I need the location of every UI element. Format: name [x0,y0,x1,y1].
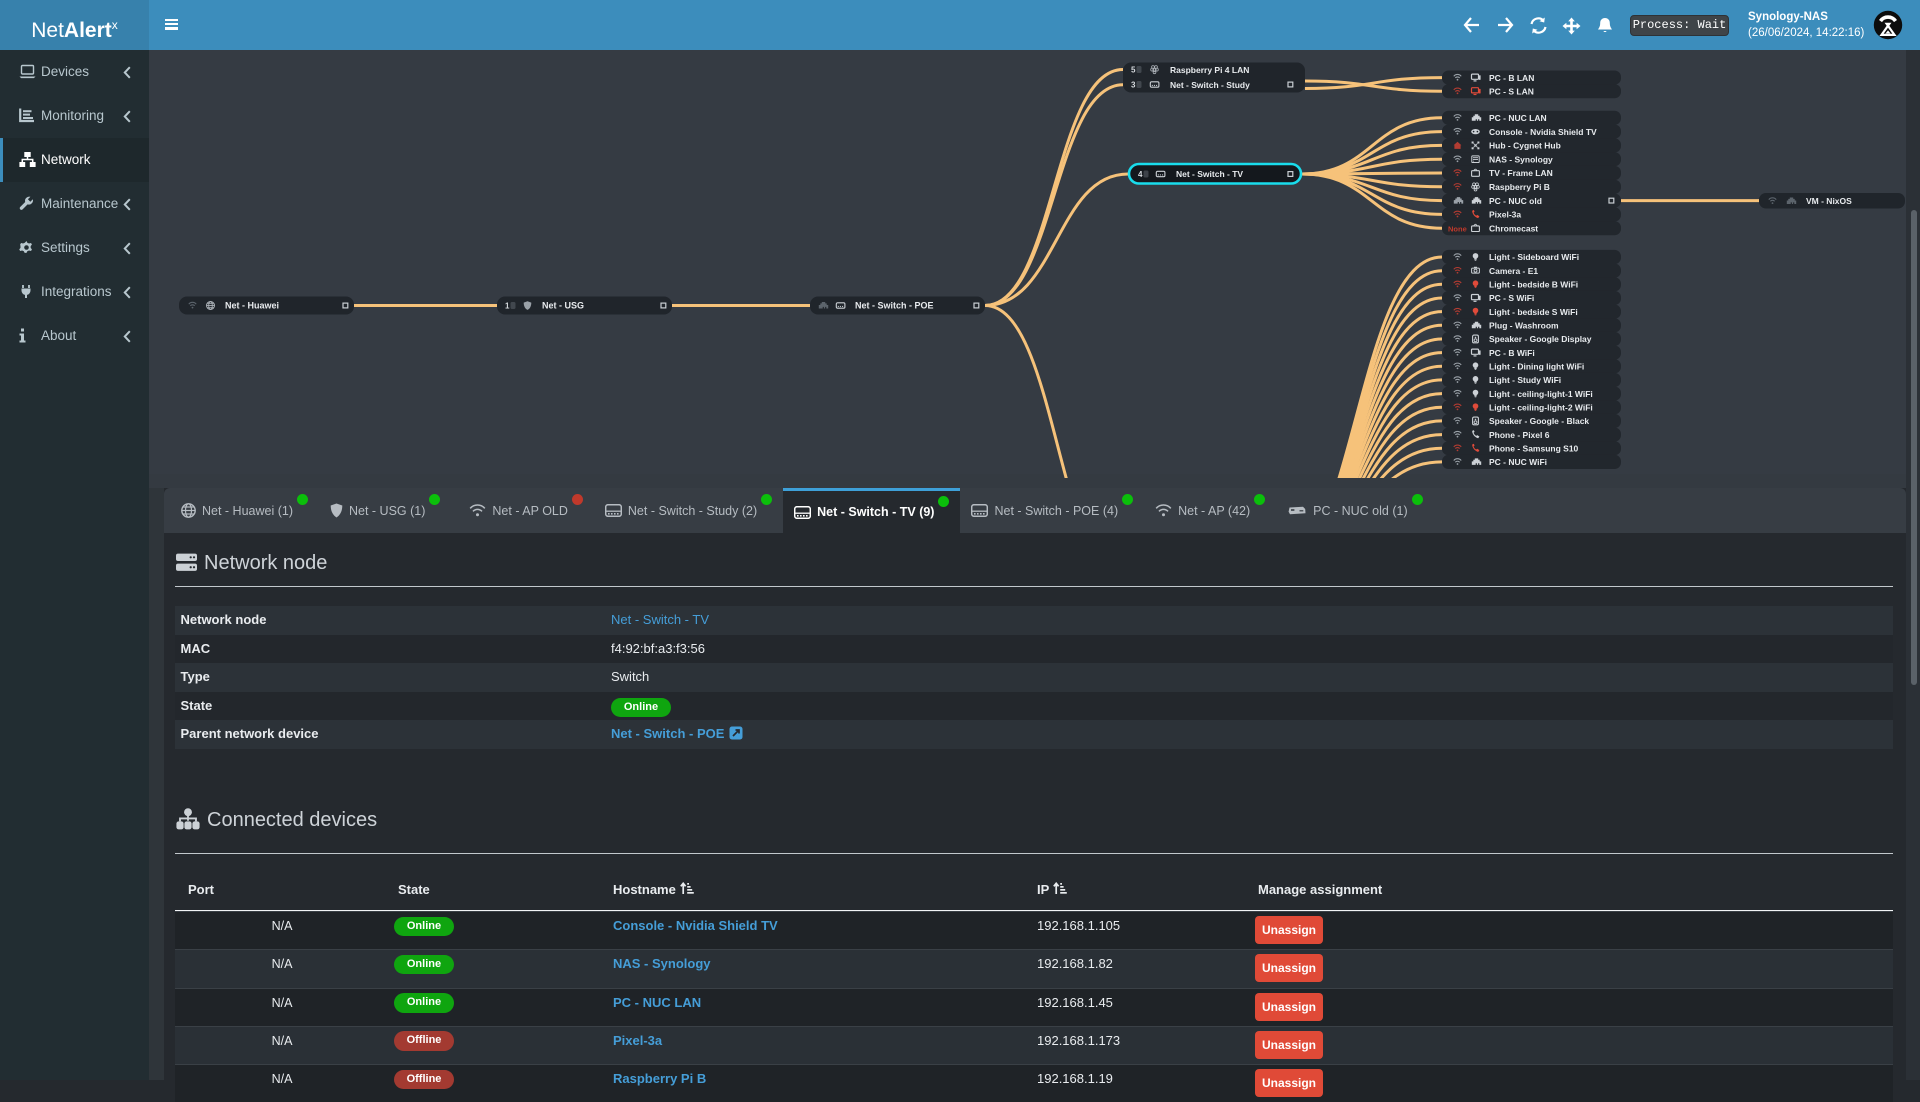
svg-text:Light - ceiling-light-1 WiFi: Light - ceiling-light-1 WiFi [1489,389,1593,399]
svg-text:Net - Huawei: Net - Huawei [225,301,279,311]
svg-text:Raspberry Pi 4 LAN: Raspberry Pi 4 LAN [1170,65,1249,75]
svg-text:Speaker - Google Display: Speaker - Google Display [1489,334,1592,344]
svg-text:Net - USG: Net - USG [542,301,584,311]
svg-text:Camera - E1: Camera - E1 [1489,266,1538,276]
svg-text:Light - Dining light WiFi: Light - Dining light WiFi [1489,361,1584,371]
svg-text:Raspberry Pi B: Raspberry Pi B [1489,182,1550,192]
svg-text:5: 5 [1131,66,1136,75]
svg-text:Phone - Pixel 6: Phone - Pixel 6 [1489,430,1550,440]
svg-text:PC - NUC WiFi: PC - NUC WiFi [1489,457,1547,467]
svg-text:Light - Study WiFi: Light - Study WiFi [1489,375,1561,385]
svg-text:Net - Switch - POE: Net - Switch - POE [855,301,934,311]
svg-text:4: 4 [1138,170,1143,179]
svg-text:PC - B LAN: PC - B LAN [1489,73,1534,83]
svg-text:3: 3 [1131,81,1136,90]
svg-text:None: None [1448,224,1467,233]
svg-text:Light - bedside S WiFi: Light - bedside S WiFi [1489,307,1578,317]
svg-text:Light - bedside B WiFi: Light - bedside B WiFi [1489,280,1578,290]
svg-text:PC - NUC LAN: PC - NUC LAN [1489,113,1547,123]
svg-text:PC - S LAN: PC - S LAN [1489,86,1534,96]
svg-text:VM - NixOS: VM - NixOS [1806,196,1852,206]
svg-text:Net - Switch - Study: Net - Switch - Study [1170,80,1250,90]
svg-text:Light - ceiling-light-2 WiFi: Light - ceiling-light-2 WiFi [1489,402,1593,412]
svg-text:Phone - Samsung S10: Phone - Samsung S10 [1489,443,1579,453]
svg-text:Plug - Washroom: Plug - Washroom [1489,321,1559,331]
svg-text:Light - Sideboard WiFi: Light - Sideboard WiFi [1489,252,1579,262]
svg-text:PC - B WiFi: PC - B WiFi [1489,348,1535,358]
svg-text:TV - Frame LAN: TV - Frame LAN [1489,168,1553,178]
svg-text:Chromecast: Chromecast [1489,223,1538,233]
svg-text:Net - Switch - TV: Net - Switch - TV [1176,169,1243,179]
svg-text:NAS - Synology: NAS - Synology [1489,154,1553,164]
svg-text:Speaker - Google - Black: Speaker - Google - Black [1489,416,1589,426]
svg-text:Console - Nvidia Shield TV: Console - Nvidia Shield TV [1489,127,1597,137]
svg-text:PC - S WiFi: PC - S WiFi [1489,293,1534,303]
svg-text:1: 1 [505,302,510,311]
svg-text:Hub - Cygnet Hub: Hub - Cygnet Hub [1489,141,1561,151]
svg-text:Pixel-3a: Pixel-3a [1489,210,1521,220]
svg-text:PC - NUC old: PC - NUC old [1489,196,1542,206]
